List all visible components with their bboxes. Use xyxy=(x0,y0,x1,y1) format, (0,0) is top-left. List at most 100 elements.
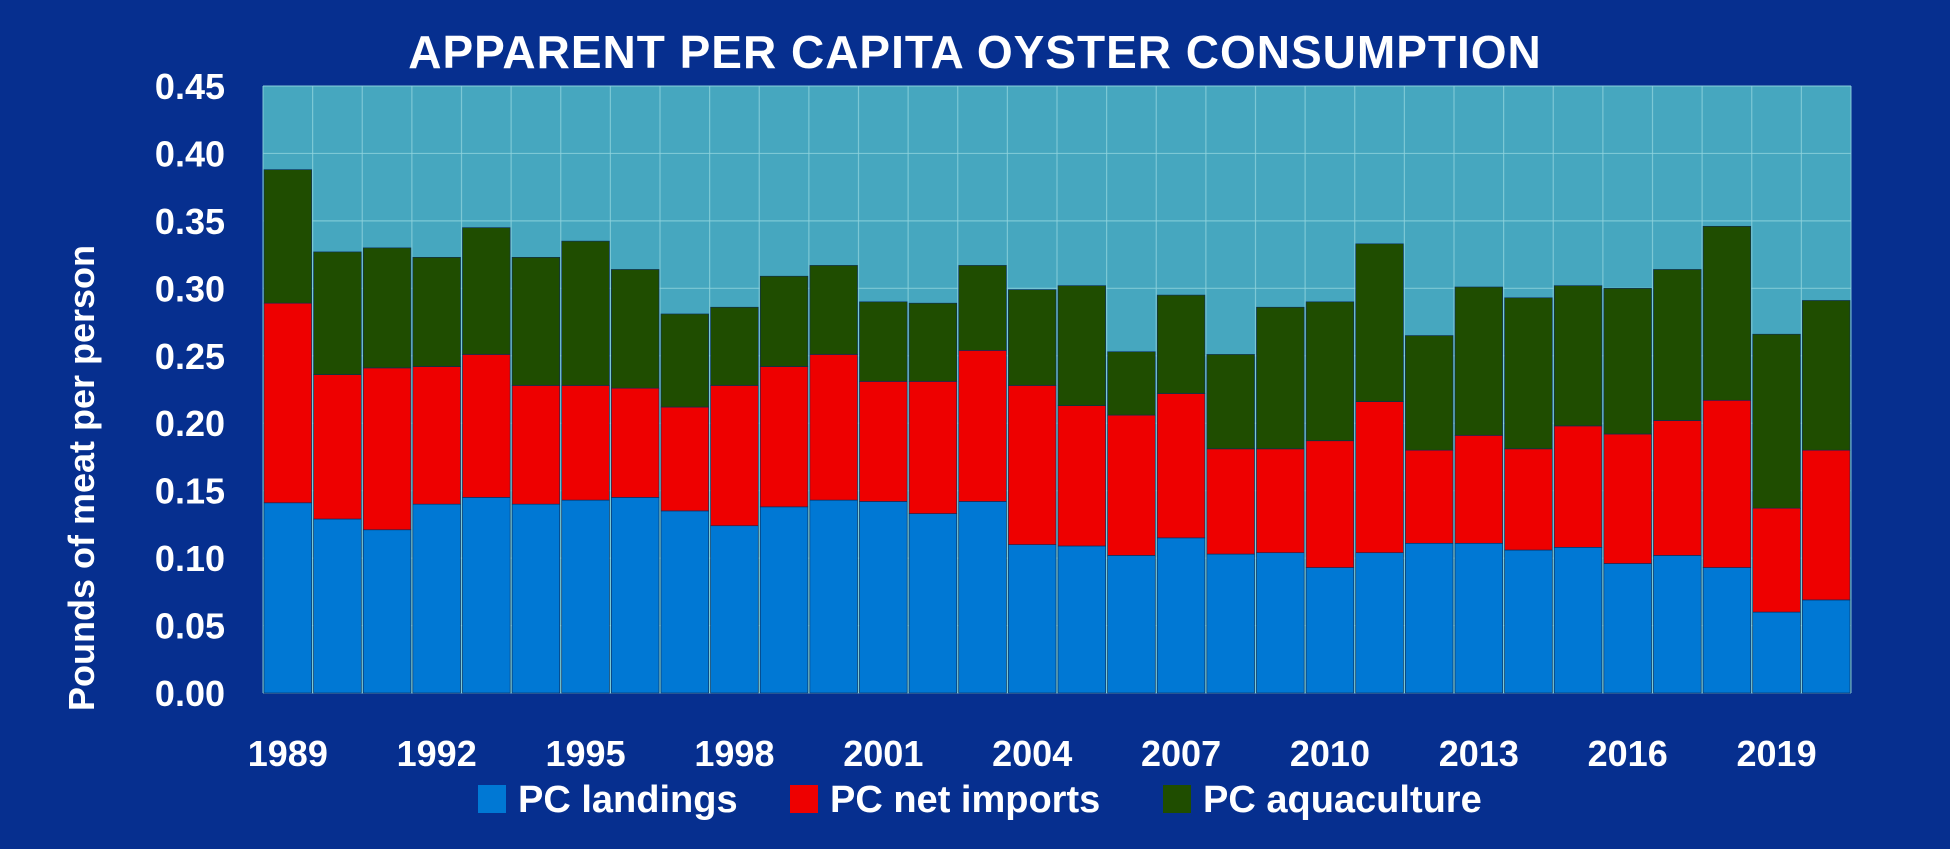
bar-2019-pc-aquaculture xyxy=(1752,333,1801,509)
bar-2001-pc-net-imports xyxy=(859,381,908,502)
bar-2004-pc-aquaculture xyxy=(1008,289,1057,386)
bar-2011-pc-net-imports xyxy=(1355,401,1404,554)
x-tick-label: 2010 xyxy=(1290,733,1370,774)
bar-2008-pc-aquaculture xyxy=(1206,354,1255,450)
bar-2007-pc-aquaculture xyxy=(1156,294,1206,394)
legend-label: PC net imports xyxy=(830,779,1100,821)
bar-2009-pc-aquaculture xyxy=(1256,306,1305,450)
y-tick-label: 0.05 xyxy=(155,606,225,647)
bar-2006-pc-aquaculture xyxy=(1107,351,1156,416)
bar-1996-pc-aquaculture xyxy=(611,269,660,389)
legend-label: PC aquaculture xyxy=(1203,779,1482,821)
bar-2002-pc-landings xyxy=(908,513,958,694)
bar-1994-pc-landings xyxy=(511,503,561,694)
bar-2014-pc-net-imports xyxy=(1504,448,1553,551)
y-tick-label: 0.35 xyxy=(155,201,225,242)
bar-1989-pc-landings xyxy=(263,502,312,694)
y-tick-label: 0.25 xyxy=(155,336,225,377)
bar-2003-pc-net-imports xyxy=(958,350,1007,502)
bar-1997-pc-net-imports xyxy=(660,406,709,512)
bar-1997-pc-aquaculture xyxy=(660,313,709,408)
y-tick-label: 0.45 xyxy=(155,66,225,107)
legend-label: PC landings xyxy=(518,779,738,821)
bar-2011-pc-landings xyxy=(1355,552,1404,694)
bar-2010-pc-net-imports xyxy=(1305,440,1355,568)
bar-1996-pc-landings xyxy=(611,497,660,694)
bar-2001-pc-landings xyxy=(859,501,908,694)
y-axis-label: Pounds of meat per person xyxy=(61,245,102,711)
bar-2009-pc-landings xyxy=(1256,552,1305,694)
bar-2016-pc-aquaculture xyxy=(1603,288,1652,435)
bar-1999-pc-aquaculture xyxy=(759,275,809,367)
x-tick-label: 2001 xyxy=(843,733,923,774)
bar-1998-pc-net-imports xyxy=(710,385,759,527)
bar-1990-pc-net-imports xyxy=(313,374,362,520)
y-tick-label: 0.40 xyxy=(155,133,225,174)
bar-1991-pc-net-imports xyxy=(362,367,412,531)
bar-2005-pc-net-imports xyxy=(1057,405,1106,547)
bar-2001-pc-aquaculture xyxy=(859,301,908,382)
bar-1997-pc-landings xyxy=(660,510,709,694)
bar-1995-pc-landings xyxy=(561,499,610,694)
bar-2008-pc-landings xyxy=(1206,553,1255,694)
bar-2002-pc-aquaculture xyxy=(908,302,958,382)
y-tick-label: 0.10 xyxy=(155,538,225,579)
bar-2017-pc-aquaculture xyxy=(1653,269,1702,421)
bar-2005-pc-aquaculture xyxy=(1057,285,1106,406)
x-tick-label: 1989 xyxy=(248,733,328,774)
bar-2013-pc-landings xyxy=(1454,542,1503,694)
x-tick-label: 1998 xyxy=(694,733,774,774)
bar-2012-pc-net-imports xyxy=(1405,449,1454,544)
bar-2016-pc-net-imports xyxy=(1603,433,1652,564)
bar-2005-pc-landings xyxy=(1057,545,1106,694)
y-axis-ticks: 0.00 0.05 0.10 0.15 0.20 0.25 0.30 0.35 0.40 0.45 xyxy=(155,66,225,714)
bar-1990-pc-landings xyxy=(313,518,362,694)
x-axis-ticks: 1989 1992 1995 1998 2001 2004 2007 2010 2013 2016… xyxy=(248,733,1817,774)
bar-2014-pc-landings xyxy=(1504,549,1553,694)
bar-2003-pc-landings xyxy=(958,501,1007,694)
bar-1999-pc-landings xyxy=(759,506,809,694)
bar-2007-pc-net-imports xyxy=(1156,393,1206,539)
bar-1992-pc-net-imports xyxy=(412,366,461,505)
bar-2019-pc-net-imports xyxy=(1752,507,1801,613)
bar-1994-pc-net-imports xyxy=(511,385,561,505)
bar-1991-pc-landings xyxy=(362,529,412,694)
bar-2012-pc-aquaculture xyxy=(1405,335,1454,451)
bar-2018-pc-aquaculture xyxy=(1702,225,1752,401)
bar-2006-pc-landings xyxy=(1107,555,1156,694)
bar-2008-pc-net-imports xyxy=(1206,448,1255,555)
bar-2010-pc-aquaculture xyxy=(1305,301,1355,442)
bar-2018-pc-net-imports xyxy=(1702,399,1752,568)
x-tick-label: 2019 xyxy=(1737,733,1817,774)
bar-2011-pc-aquaculture xyxy=(1355,243,1404,402)
x-tick-label: 1995 xyxy=(546,733,626,774)
bar-2014-pc-aquaculture xyxy=(1504,297,1553,450)
bar-2000-pc-aquaculture xyxy=(809,265,858,355)
bar-1989-pc-aquaculture xyxy=(263,169,312,304)
x-tick-label: 1992 xyxy=(397,733,477,774)
x-tick-label: 2013 xyxy=(1439,733,1519,774)
bar-2010-pc-landings xyxy=(1305,567,1355,694)
bar-2004-pc-landings xyxy=(1008,544,1057,694)
bar-1990-pc-aquaculture xyxy=(313,251,362,375)
y-tick-label: 0.00 xyxy=(155,673,225,714)
bar-1998-pc-aquaculture xyxy=(710,306,759,386)
bar-2020-pc-landings xyxy=(1802,599,1851,694)
bar-2017-pc-net-imports xyxy=(1653,420,1702,556)
bar-2017-pc-landings xyxy=(1653,555,1702,694)
bar-2016-pc-landings xyxy=(1603,563,1652,694)
bar-2020-pc-net-imports xyxy=(1802,449,1851,601)
bar-1995-pc-net-imports xyxy=(561,385,610,501)
legend-swatch xyxy=(1163,785,1191,813)
bar-2015-pc-aquaculture xyxy=(1553,285,1603,427)
bar-1992-pc-landings xyxy=(412,503,461,694)
bar-2000-pc-net-imports xyxy=(809,354,858,501)
bar-1993-pc-aquaculture xyxy=(462,227,511,355)
bar-2013-pc-net-imports xyxy=(1454,435,1503,544)
bar-2013-pc-aquaculture xyxy=(1454,286,1503,436)
bar-2015-pc-landings xyxy=(1553,547,1603,694)
bar-2009-pc-net-imports xyxy=(1256,448,1305,554)
legend: PC landings PC net imports PC aquaculture xyxy=(478,779,1482,821)
bar-2003-pc-aquaculture xyxy=(958,265,1007,351)
